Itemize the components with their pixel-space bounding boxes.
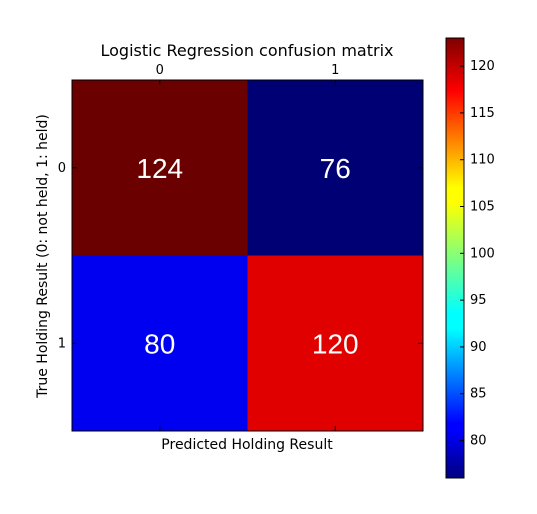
colorbar-tick-label: 80 xyxy=(470,434,487,449)
heatmap-cell xyxy=(247,255,423,431)
colorbar-tick-label: 105 xyxy=(470,200,495,215)
x-axis-label: Predicted Holding Result xyxy=(161,437,333,453)
heatmap-cells xyxy=(72,80,423,431)
colorbar xyxy=(445,37,465,479)
colorbar-tick-label: 100 xyxy=(470,246,495,261)
heatmap-frame xyxy=(71,79,424,432)
colorbar-tick-label: 95 xyxy=(470,293,487,308)
cell-value-label: 80 xyxy=(144,328,175,359)
colorbar-tick-label: 90 xyxy=(470,340,487,355)
cell-value-label: 120 xyxy=(312,328,359,359)
y-axis-label: True Holding Result (0: not held, 1: hel… xyxy=(35,114,51,399)
colorbar-ticks: 80 85 90 95 100 105 110 115 120 xyxy=(460,59,495,449)
heatmap-cell xyxy=(72,255,248,431)
y-tick-label: 1 xyxy=(58,336,66,351)
x-tick-label: 1 xyxy=(331,63,339,78)
x-tick-label: 0 xyxy=(156,63,164,78)
heatmap-cell xyxy=(72,80,248,256)
y-tick-label: 0 xyxy=(58,161,66,176)
cell-value-label: 76 xyxy=(320,153,351,184)
cell-value-label: 124 xyxy=(136,153,183,184)
heatmap-cell-labels: 124 76 80 120 xyxy=(136,153,358,360)
colorbar-tick-label: 115 xyxy=(470,106,495,121)
colorbar-tick-label: 120 xyxy=(470,59,495,74)
y-axis-ticks: 01 xyxy=(58,161,423,351)
colorbar-tick-label: 110 xyxy=(470,153,495,168)
colorbar-tick-label: 85 xyxy=(470,387,487,402)
heatmap-cell xyxy=(247,80,423,256)
chart-title: Logistic Regression confusion matrix xyxy=(100,41,393,60)
